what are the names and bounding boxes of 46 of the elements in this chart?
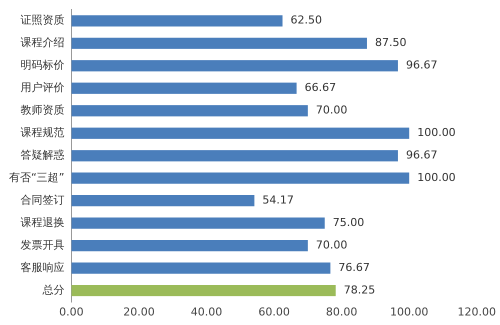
y-tick-label: 有否“三超” bbox=[8, 171, 64, 184]
y-tick-label: 明码标价 bbox=[20, 58, 64, 72]
bar bbox=[71, 195, 254, 206]
bar bbox=[71, 82, 297, 94]
bar bbox=[71, 240, 308, 252]
x-tick-label: 120.00 bbox=[458, 305, 496, 318]
bar bbox=[71, 128, 410, 139]
y-tick-label: 教师资质 bbox=[20, 104, 64, 117]
x-tick-label: 0.00 bbox=[59, 305, 84, 318]
y-tick-label: 课程规范 bbox=[20, 126, 64, 140]
bar bbox=[71, 60, 398, 72]
data-label: 96.67 bbox=[406, 58, 438, 72]
data-label: 62.50 bbox=[290, 14, 322, 27]
x-tick-label: 60.00 bbox=[258, 305, 290, 318]
data-label: 87.50 bbox=[374, 36, 406, 50]
data-label: 70.00 bbox=[316, 238, 348, 252]
data-label: 70.00 bbox=[316, 104, 348, 117]
data-label: 100.00 bbox=[417, 171, 456, 184]
bar bbox=[71, 262, 330, 274]
data-label: 66.67 bbox=[304, 81, 336, 94]
bar bbox=[71, 38, 367, 49]
y-tick-label: 课程退换 bbox=[20, 216, 64, 229]
y-tick-label: 课程介绍 bbox=[20, 36, 64, 50]
bar bbox=[71, 284, 336, 296]
bar bbox=[71, 105, 308, 116]
x-tick-label: 80.00 bbox=[326, 305, 358, 318]
y-tick-label: 用户评价 bbox=[20, 81, 64, 94]
y-tick-label: 答疑解惑 bbox=[20, 148, 64, 162]
y-tick-label: 客服响应 bbox=[20, 260, 64, 274]
bar bbox=[71, 15, 283, 26]
data-label: 96.67 bbox=[406, 148, 438, 162]
data-label: 75.00 bbox=[332, 216, 364, 229]
bar bbox=[71, 150, 398, 162]
data-label: 76.67 bbox=[338, 260, 370, 274]
bar bbox=[71, 218, 325, 229]
bar bbox=[71, 172, 410, 184]
data-label: 100.00 bbox=[417, 126, 456, 140]
y-tick-label: 发票开具 bbox=[20, 238, 64, 252]
data-label: 54.17 bbox=[262, 194, 294, 207]
y-tick-label: 合同签订 bbox=[20, 194, 64, 207]
x-tick-label: 100.00 bbox=[390, 305, 428, 318]
y-tick-label: 证照资质 bbox=[20, 14, 64, 27]
data-label: 78.25 bbox=[344, 283, 376, 296]
x-tick-label: 40.00 bbox=[190, 305, 222, 318]
y-tick-label: 总分 bbox=[41, 283, 64, 296]
x-tick-label: 20.00 bbox=[123, 305, 155, 318]
